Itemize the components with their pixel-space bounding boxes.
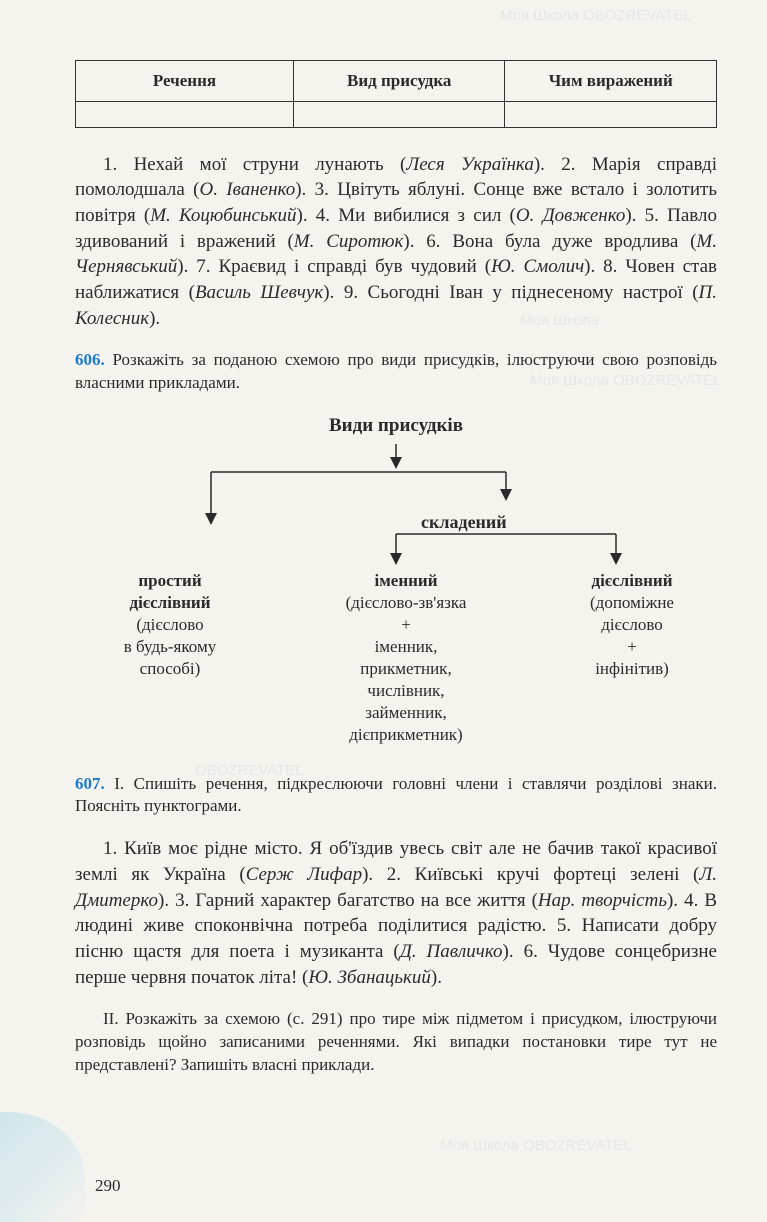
table-empty-row xyxy=(76,101,717,127)
table-header: Вид присудка xyxy=(293,61,505,102)
task-607-body: 1. Київ моє рідне місто. Я об'їздив увес… xyxy=(75,836,717,990)
task-number: 607. xyxy=(75,774,105,793)
predicate-table: Речення Вид присудка Чим виражений xyxy=(75,60,717,128)
diagram-arrows xyxy=(106,444,686,534)
predicate-diagram: Види присудків складений простий д xyxy=(75,413,717,746)
diagram-leaf-verbal: дієслівний (допоміжне дієслово + інфініт… xyxy=(557,570,707,747)
diagram-leaf-simple: простий дієслівний (дієслово в будь-яком… xyxy=(85,570,255,747)
task-instruction: I. Спишіть речення, підкреслюючи головні… xyxy=(75,774,717,816)
page-number: 290 xyxy=(95,1174,121,1198)
task-instruction: Розкажіть за поданою схемою про види при… xyxy=(75,350,717,392)
task-607-intro: 607. I. Спишіть речення, підкреслюючи го… xyxy=(75,773,717,819)
watermark: Моя Школа OBOZREVATEL xyxy=(500,5,692,26)
page-corner-decoration xyxy=(0,1112,85,1222)
task-606: 606. Розкажіть за поданою схемою про вид… xyxy=(75,349,717,395)
diagram-title: Види присудків xyxy=(75,413,717,440)
diagram-node: складений xyxy=(421,510,507,535)
table-header: Чим виражений xyxy=(505,61,717,102)
task-607-part2: II. Розкажіть за схемою (с. 291) про тир… xyxy=(75,1008,717,1077)
watermark: Моя Школа OBOZREVATEL xyxy=(440,1135,632,1156)
task-number: 606. xyxy=(75,350,105,369)
diagram-leaf-nominal: іменний (дієслово-зв'язка + іменник, при… xyxy=(316,570,496,747)
diagram-arrows-sub xyxy=(106,528,686,570)
table-header-row: Речення Вид присудка Чим виражений xyxy=(76,61,717,102)
exercise-sentences: 1. Нехай мої струни лунають (Леся Україн… xyxy=(75,152,717,331)
table-header: Речення xyxy=(76,61,294,102)
